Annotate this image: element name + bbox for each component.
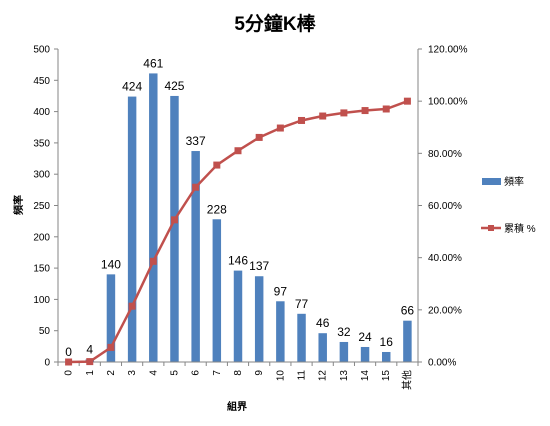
cumulative-point [319, 112, 327, 120]
bar-value-label: 461 [143, 56, 163, 70]
bar-6 [191, 151, 200, 362]
y-right-tick-label: 20.00% [428, 305, 462, 316]
cumulative-point [403, 97, 411, 105]
legend-line-marker [488, 225, 494, 231]
y-left-tick-label: 300 [33, 170, 50, 181]
x-tick-label: 15 [381, 370, 392, 382]
legend-bar-label: 頻率 [504, 175, 524, 188]
y-left-tick-label: 400 [33, 107, 50, 118]
y-right-tick-label: 100.00% [428, 97, 468, 108]
bar-value-label: 228 [207, 202, 227, 216]
bar-12 [318, 333, 327, 362]
bar-7 [212, 219, 222, 362]
bar-11 [297, 313, 306, 362]
cumulative-point [234, 147, 242, 155]
bar-13 [339, 341, 349, 362]
legend-line-label: 累積 % [504, 222, 536, 235]
y-right-tick-label: 0.00% [428, 358, 456, 369]
y-left-tick-label: 350 [33, 138, 50, 149]
bar-value-label: 140 [101, 257, 121, 271]
cumulative-point [340, 109, 348, 117]
y-right-tick-label: 120.00% [428, 45, 468, 56]
y-left-tick-label: 250 [33, 201, 50, 212]
cumulative-point [192, 183, 200, 191]
y-left-tick-label: 500 [33, 45, 50, 56]
bar-value-label: 24 [358, 330, 372, 344]
x-tick-label: 10 [275, 370, 286, 382]
bar-9 [254, 276, 264, 362]
bar-其他 [403, 320, 412, 362]
y-left-tick-label: 50 [39, 326, 51, 337]
bar-value-label: 337 [186, 134, 206, 148]
x-tick-label: 9 [254, 370, 265, 376]
x-axis-title: 組界 [227, 400, 247, 413]
x-tick-label: 8 [233, 370, 244, 376]
cumulative-point [361, 107, 369, 115]
x-tick-label: 12 [318, 370, 329, 382]
x-tick-label: 13 [339, 370, 350, 382]
x-tick-label: 11 [297, 370, 308, 381]
cumulative-point [170, 216, 178, 224]
y-left-tick-label: 150 [33, 264, 50, 275]
legend-bar-swatch [482, 178, 501, 185]
cumulative-point [382, 105, 390, 113]
chart-title: 5分鐘K棒 [234, 12, 316, 35]
bar-value-label: 32 [337, 325, 351, 339]
x-tick-label: 2 [106, 370, 117, 376]
x-tick-label: 5 [169, 370, 180, 376]
bar-2 [106, 274, 116, 362]
y-right-tick-label: 60.00% [428, 201, 462, 212]
cumulative-point [298, 116, 306, 124]
cumulative-point [128, 302, 136, 310]
x-tick-label: 3 [127, 370, 138, 376]
x-tick-label: 7 [212, 370, 223, 376]
cumulative-point [149, 257, 157, 265]
x-tick-label: 1 [85, 370, 96, 376]
y-left-tick-label: 0 [44, 358, 50, 369]
y-left-tick-label: 200 [33, 232, 50, 243]
bar-value-label: 424 [122, 80, 142, 94]
x-tick-label: 其他 [400, 370, 413, 390]
bar-value-label: 46 [316, 316, 330, 330]
x-tick-label: 0 [64, 370, 75, 376]
bar-value-label: 0 [65, 345, 72, 359]
cumulative-point [276, 124, 284, 132]
x-tick-label: 14 [360, 370, 371, 382]
x-tick-label: 6 [191, 370, 202, 376]
legend: 頻率 累積 % [481, 175, 536, 235]
bar-value-label: 137 [249, 259, 269, 273]
y-right-tick-label: 80.00% [428, 149, 462, 160]
bar-4 [149, 73, 158, 362]
cumulative-point [255, 133, 263, 141]
bar-8 [233, 270, 243, 362]
cumulative-point [65, 358, 73, 366]
bar-value-label: 66 [401, 304, 415, 318]
bar-15 [382, 351, 391, 362]
bar-value-label: 16 [380, 335, 394, 349]
cumulative-point [213, 161, 221, 169]
x-tick-label: 4 [148, 370, 159, 376]
y-left-tick-label: 450 [33, 76, 50, 87]
bar-value-label: 97 [274, 284, 288, 298]
cumulative-point [86, 358, 94, 366]
bar-value-label: 77 [295, 297, 309, 311]
cumulative-line-layer [65, 97, 411, 366]
bar-value-label: 146 [228, 254, 248, 268]
y-right-tick-label: 40.00% [428, 253, 462, 264]
bar-value-label: 425 [164, 79, 184, 93]
axes-layer: 0501001502002503003504004505000.00%20.00… [33, 45, 467, 391]
bar-14 [360, 346, 370, 362]
cumulative-point [107, 343, 115, 351]
bar-5 [170, 95, 179, 362]
y-left-tick-label: 100 [33, 295, 50, 306]
bar-10 [276, 301, 285, 362]
bar-3 [127, 96, 137, 363]
y-axis-title: 頻率 [12, 195, 25, 215]
bar-value-label: 4 [86, 342, 93, 356]
